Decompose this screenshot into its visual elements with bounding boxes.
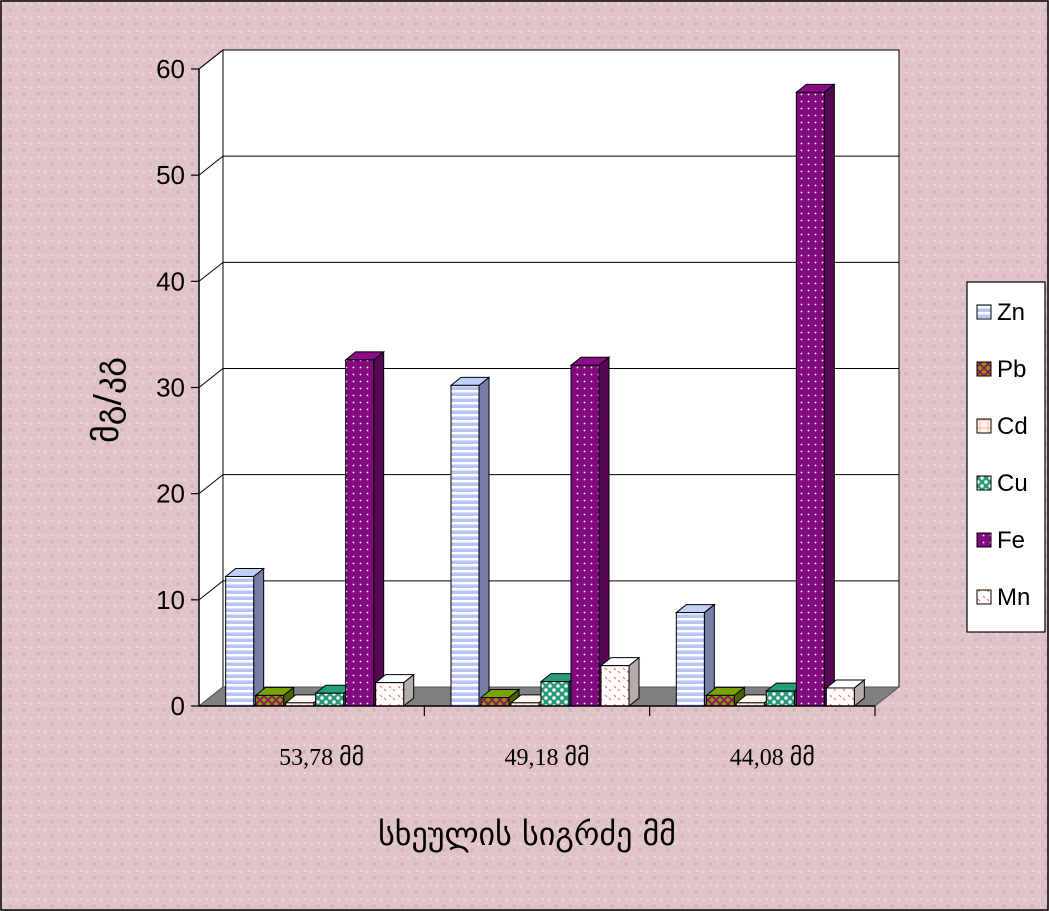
legend-label: Mn (997, 584, 1030, 611)
bar-front (825, 687, 855, 707)
y-axis-label: მგ/კგ (87, 357, 127, 443)
y-tick-label: 60 (156, 54, 185, 84)
bar-front (600, 665, 630, 707)
x-category-labels: 53,78 მმ 49,18 მმ 44,08 მმ (279, 744, 815, 771)
bar-front (675, 612, 705, 707)
legend-label: Fe (997, 527, 1025, 554)
x-category-label: 53,78 მმ (279, 744, 364, 771)
y-tick-label: 10 (156, 585, 185, 615)
bar-front (225, 575, 255, 707)
legend-box (966, 281, 1046, 633)
y-tick-label: 20 (156, 479, 185, 509)
bar-front (255, 694, 285, 707)
gridline (198, 49, 899, 70)
legend-item-mn: Mn (976, 584, 1030, 611)
bar-mn (824, 678, 866, 708)
bar-front (345, 359, 375, 707)
legend-swatch (976, 418, 992, 434)
y-tick-label: 0 (171, 691, 185, 721)
x-category-label: 49,18 მმ (504, 744, 589, 771)
bar-pb (704, 686, 746, 708)
legend-swatch (976, 589, 992, 605)
bar-front (315, 692, 345, 707)
legend-label: Cu (997, 470, 1028, 497)
bar-side (823, 83, 835, 708)
bar-pb (254, 686, 296, 708)
bar-front (375, 682, 405, 707)
bar-front (765, 690, 795, 707)
legend-label: Pb (997, 356, 1026, 383)
legend-label: Zn (997, 299, 1025, 326)
y-tick-label: 30 (156, 373, 185, 403)
bar-fe (794, 83, 836, 708)
bar-fe (344, 350, 386, 708)
legend: Zn Pb Cd Cu Fe Mn (966, 281, 1046, 633)
bar-fe (569, 356, 611, 708)
bar-side (598, 356, 610, 708)
legend-item-cu: Cu (976, 470, 1028, 497)
legend-swatch (976, 361, 992, 377)
y-tick-label: 40 (156, 266, 185, 296)
bar-front (450, 384, 480, 707)
gridline (198, 261, 899, 282)
bar-side (478, 376, 490, 708)
gridline (198, 474, 899, 495)
bar-side (253, 567, 265, 708)
legend-label: Cd (997, 413, 1028, 440)
bar-front (795, 91, 825, 707)
x-axis-label: სხეულის სიგრძე მმ (378, 815, 676, 853)
gridline (198, 155, 899, 176)
legend-item-pb: Pb (976, 356, 1026, 383)
bar-zn (224, 567, 266, 708)
bar-mn (374, 673, 416, 708)
legend-swatch (976, 532, 992, 548)
legend-item-cd: Cd (976, 413, 1028, 440)
bar-mn (599, 656, 641, 708)
bar-front (705, 694, 735, 707)
legend-item-fe: Fe (976, 527, 1025, 554)
gridline (198, 368, 899, 388)
gridline (198, 580, 899, 601)
legend-item-zn: Zn (976, 299, 1025, 326)
bar-zn (674, 603, 716, 708)
bar-front (540, 681, 570, 707)
y-tick-label: 50 (156, 160, 185, 190)
gridlines (198, 49, 899, 601)
bar-zn (449, 376, 491, 708)
bar-front (480, 697, 510, 707)
plot-walls (197, 48, 901, 708)
bar-front (570, 364, 600, 707)
y-tick-labels: 0 10 20 30 40 50 60 (156, 54, 199, 721)
x-category-label: 44,08 მმ (730, 744, 815, 771)
legend-swatch (976, 475, 992, 491)
bars (224, 83, 866, 708)
legend-swatch (976, 304, 992, 320)
bar-side (373, 350, 385, 708)
